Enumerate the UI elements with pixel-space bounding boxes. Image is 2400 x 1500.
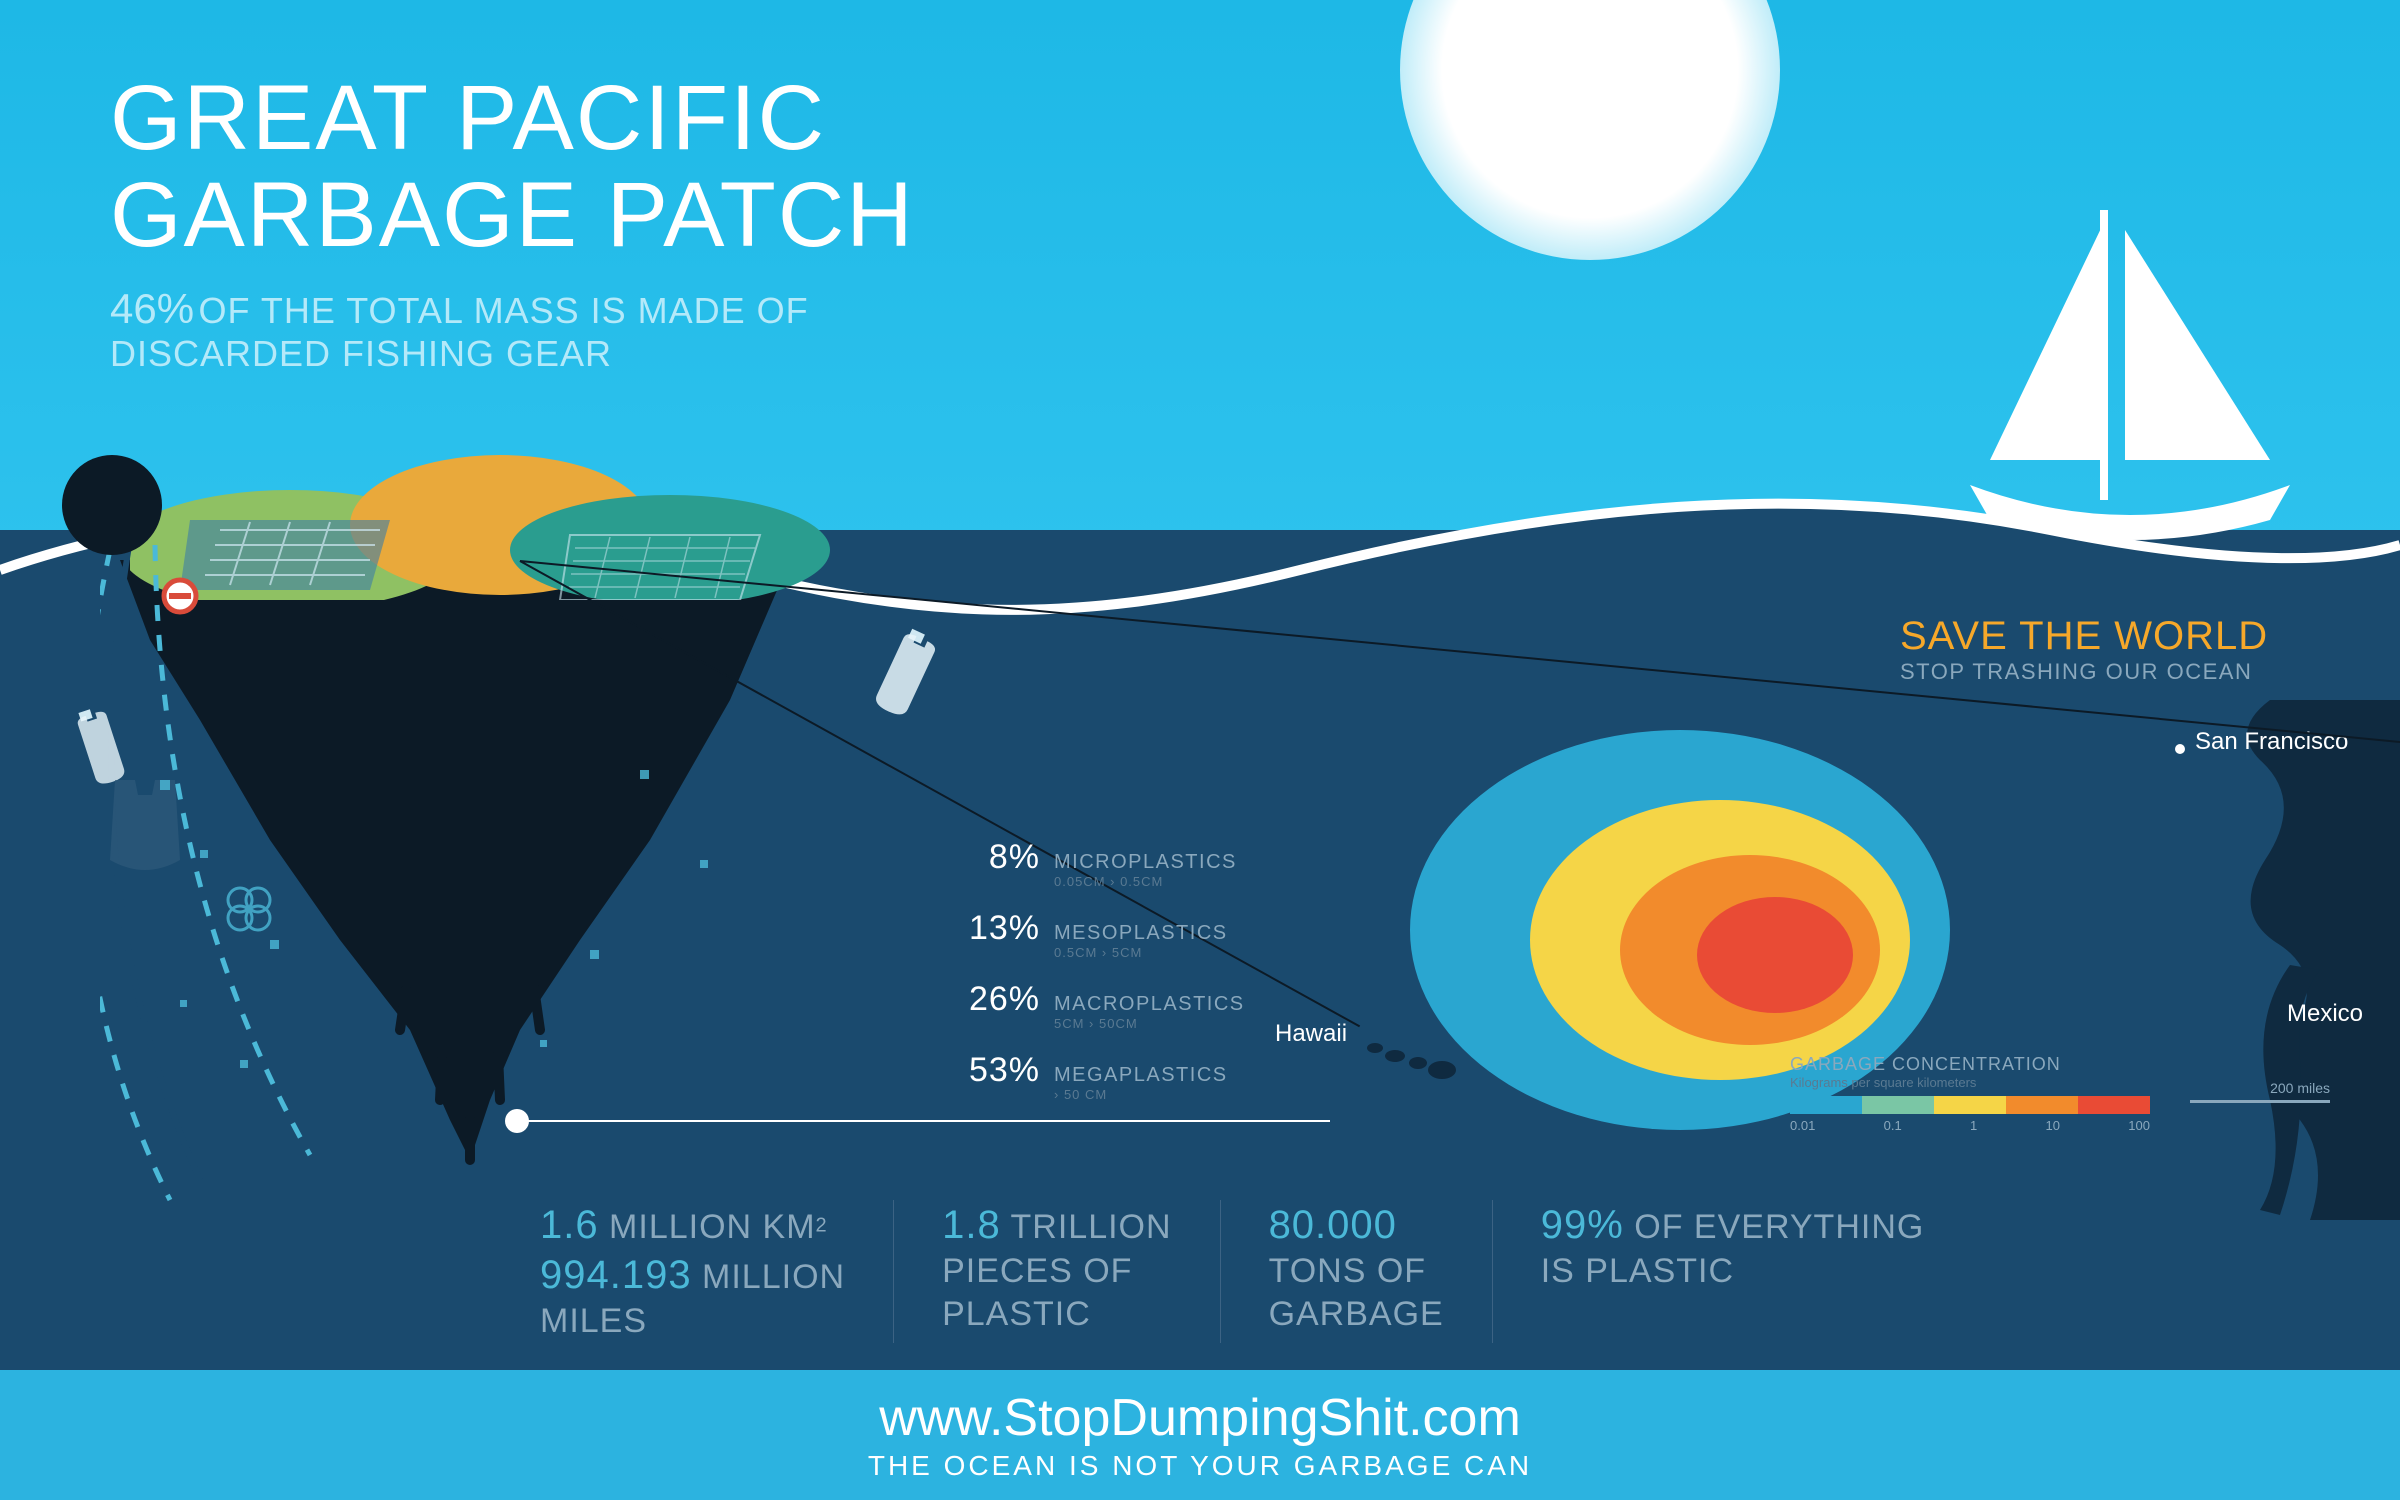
legend-bar bbox=[1790, 1096, 2150, 1114]
stat-value: 1.6 bbox=[540, 1203, 599, 1247]
legend-tick: 10 bbox=[2046, 1118, 2060, 1133]
coastline-icon bbox=[2070, 700, 2400, 1220]
stat-unit: MILLION KM bbox=[599, 1208, 816, 1246]
legend-tick: 100 bbox=[2128, 1118, 2150, 1133]
stat-unit: GARBAGE bbox=[1269, 1295, 1444, 1333]
infographic-scene: GREAT PACIFIC GARBAGE PATCH 46% OF THE T… bbox=[0, 0, 2400, 1500]
city-label: Mexico bbox=[2287, 1000, 2363, 1028]
legend-title: GARBAGE CONCENTRATION bbox=[1790, 1054, 2150, 1075]
city-label: San Francisco bbox=[2195, 728, 2348, 756]
legend-sub: Kilograms per square kilometers bbox=[1790, 1075, 2150, 1090]
stat-value: 1.8 bbox=[942, 1203, 1001, 1247]
stat-unit: PLASTIC bbox=[942, 1295, 1091, 1333]
buoy-icon bbox=[62, 455, 162, 555]
no-entry-icon bbox=[160, 576, 200, 616]
footer-url: www.StopDumpingShit.com bbox=[0, 1388, 2400, 1448]
title-block: GREAT PACIFIC GARBAGE PATCH 46% OF THE T… bbox=[110, 70, 915, 375]
stat-unit: TONS OF bbox=[1269, 1252, 1427, 1290]
breakdown-range: › 50 CM bbox=[1054, 1087, 1228, 1102]
scalebar-label: 200 miles bbox=[2190, 1080, 2330, 1096]
legend-seg bbox=[2078, 1096, 2150, 1114]
breakdown-name: MACROPLASTICS bbox=[1054, 993, 1245, 1016]
breakdown-row: 8% MICROPLASTICS 0.05CM › 0.5CM bbox=[940, 838, 1245, 889]
stat-unit: OF EVERYTHING bbox=[1624, 1208, 1925, 1246]
subtitle-line2: DISCARDED FISHING GEAR bbox=[110, 333, 915, 375]
stat-unit: TRILLION bbox=[1001, 1208, 1172, 1246]
legend-seg bbox=[2006, 1096, 2078, 1114]
scalebar-line-icon bbox=[2190, 1100, 2330, 1103]
breakdown-row: 53% MEGAPLASTICS › 50 CM bbox=[940, 1051, 1245, 1102]
breakdown-range: 0.5CM › 5CM bbox=[1054, 945, 1228, 960]
city-dot-icon bbox=[2175, 744, 2185, 754]
subtitle: 46% OF THE TOTAL MASS IS MADE OF DISCARD… bbox=[110, 285, 915, 375]
save-sub: STOP TRASHING OUR OCEAN bbox=[1900, 659, 2268, 685]
save-the-world: SAVE THE WORLD STOP TRASHING OUR OCEAN bbox=[1900, 614, 2268, 685]
legend-seg bbox=[1934, 1096, 2006, 1114]
subtitle-pct: 46% bbox=[110, 285, 194, 332]
subtitle-rest: OF THE TOTAL MASS IS MADE OF bbox=[199, 290, 809, 331]
legend-seg bbox=[1790, 1096, 1862, 1114]
map: San Francisco Hawaii Mexico bbox=[1340, 700, 2400, 1220]
stat-value: 80.000 bbox=[1269, 1203, 1397, 1247]
scale-bar: 200 miles bbox=[2190, 1080, 2330, 1103]
legend-tick: 0.01 bbox=[1790, 1118, 1815, 1133]
hawaii-islands-icon bbox=[1360, 1028, 1470, 1088]
footer-tagline: THE OCEAN IS NOT YOUR GARBAGE CAN bbox=[0, 1450, 2400, 1482]
legend-tick: 0.1 bbox=[1884, 1118, 1902, 1133]
stat-tons: 80.000 TONS OF GARBAGE bbox=[1220, 1200, 1492, 1343]
breakdown-pct: 53% bbox=[940, 1051, 1040, 1090]
breakdown-name: MICROPLASTICS bbox=[1054, 851, 1237, 874]
stat-plastic-pct: 99% OF EVERYTHING IS PLASTIC bbox=[1492, 1200, 1973, 1343]
stat-unit: PIECES OF bbox=[942, 1252, 1132, 1290]
stat-unit: IS PLASTIC bbox=[1541, 1252, 1734, 1290]
stat-value: 99% bbox=[1541, 1203, 1624, 1247]
size-axis-dot-icon bbox=[505, 1109, 529, 1133]
sailboat-icon bbox=[1950, 210, 2310, 540]
breakdown-name: MEGAPLASTICS bbox=[1054, 1064, 1228, 1087]
stat-unit: MILLION bbox=[692, 1258, 845, 1296]
legend-seg bbox=[1862, 1096, 1934, 1114]
breakdown-pct: 8% bbox=[940, 838, 1040, 877]
stat-sup: 2 bbox=[816, 1215, 828, 1237]
breakdown-row: 26% MACROPLASTICS 5CM › 50CM bbox=[940, 980, 1245, 1031]
stats-row: 1.6 MILLION KM2 994.193 MILLION MILES 1.… bbox=[540, 1200, 1972, 1343]
concentration-legend: GARBAGE CONCENTRATION Kilograms per squa… bbox=[1790, 1054, 2150, 1133]
stat-area: 1.6 MILLION KM2 994.193 MILLION MILES bbox=[540, 1200, 893, 1343]
legend-tick: 1 bbox=[1970, 1118, 1977, 1133]
footer: www.StopDumpingShit.com THE OCEAN IS NOT… bbox=[0, 1370, 2400, 1500]
breakdown-pct: 26% bbox=[940, 980, 1040, 1019]
bottle-icon bbox=[870, 620, 940, 730]
stat-unit: MILES bbox=[540, 1302, 647, 1340]
breakdown-range: 5CM › 50CM bbox=[1054, 1016, 1245, 1031]
legend-ticks: 0.01 0.1 1 10 100 bbox=[1790, 1118, 2150, 1133]
stat-pieces: 1.8 TRILLION PIECES OF PLASTIC bbox=[893, 1200, 1219, 1343]
title-line-2: GARBAGE PATCH bbox=[110, 167, 915, 264]
stat-value: 994.193 bbox=[540, 1253, 692, 1297]
breakdown-row: 13% MESOPLASTICS 0.5CM › 5CM bbox=[940, 909, 1245, 960]
title-line-1: GREAT PACIFIC bbox=[110, 70, 915, 167]
breakdown-pct: 13% bbox=[940, 909, 1040, 948]
save-title: SAVE THE WORLD bbox=[1900, 614, 2268, 659]
breakdown-name: MESOPLASTICS bbox=[1054, 922, 1228, 945]
plastics-breakdown: 8% MICROPLASTICS 0.05CM › 0.5CM 13% MESO… bbox=[940, 838, 1245, 1122]
debris-dots-icon bbox=[120, 620, 840, 1180]
city-label: Hawaii bbox=[1275, 1020, 1347, 1048]
breakdown-range: 0.05CM › 0.5CM bbox=[1054, 874, 1237, 889]
